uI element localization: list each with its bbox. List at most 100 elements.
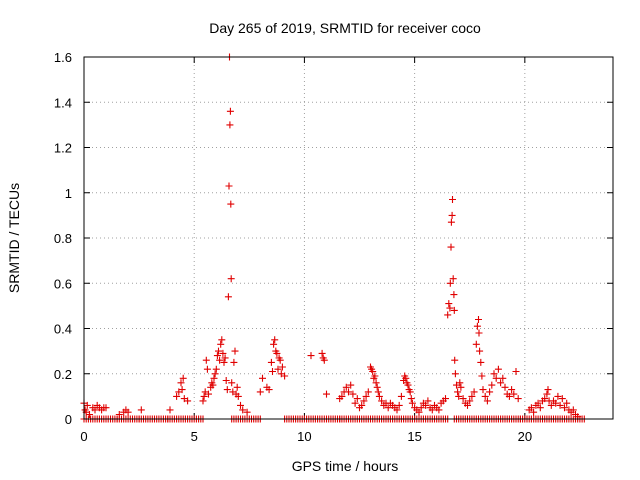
data-point xyxy=(276,356,284,364)
data-point xyxy=(265,386,273,394)
data-point xyxy=(256,388,264,396)
data-point xyxy=(442,395,449,403)
data-point xyxy=(218,336,226,344)
data-point xyxy=(527,404,535,412)
data-point xyxy=(563,399,571,407)
data-point xyxy=(450,306,458,314)
data-point xyxy=(512,368,520,375)
data-point xyxy=(225,182,233,190)
data-point xyxy=(472,340,480,348)
data-point xyxy=(445,300,453,308)
data-point xyxy=(243,408,251,416)
data-point xyxy=(349,390,357,398)
data-point xyxy=(203,365,211,373)
data-point xyxy=(499,374,507,382)
data-point xyxy=(230,358,238,366)
data-point xyxy=(231,347,239,355)
data-point xyxy=(371,372,379,380)
data-point xyxy=(223,386,231,394)
data-point xyxy=(267,358,275,366)
data-point xyxy=(536,404,544,412)
data-point xyxy=(211,370,219,378)
data-point xyxy=(561,404,568,412)
data-point xyxy=(534,399,542,407)
data-point xyxy=(205,390,212,398)
data-point xyxy=(342,383,350,391)
data-point xyxy=(476,347,484,355)
data-point xyxy=(177,379,185,387)
data-point xyxy=(124,408,132,416)
data-point xyxy=(478,372,486,380)
data-point xyxy=(490,370,498,378)
data-point xyxy=(378,397,386,405)
data-point xyxy=(358,401,366,409)
data-point xyxy=(217,340,225,348)
data-point xyxy=(323,390,330,398)
data-point xyxy=(374,388,382,396)
data-point xyxy=(541,395,549,403)
data-point xyxy=(384,404,392,412)
data-point xyxy=(406,388,414,396)
data-point xyxy=(222,377,230,384)
data-point xyxy=(362,392,370,400)
data-point xyxy=(345,388,352,396)
data-point xyxy=(483,397,491,405)
data-point xyxy=(492,374,500,382)
data-point xyxy=(200,392,208,400)
x-tick-label: 0 xyxy=(80,429,87,444)
y-tick-label: 1.4 xyxy=(54,95,72,110)
data-point xyxy=(212,365,220,373)
data-point xyxy=(210,374,218,382)
data-point xyxy=(415,408,423,416)
data-point xyxy=(227,200,235,208)
data-point xyxy=(338,392,346,400)
y-axis-label: SRMTID / TECUs xyxy=(6,183,22,293)
plot-frame xyxy=(83,56,614,420)
data-point xyxy=(137,406,145,414)
data-point xyxy=(477,358,485,366)
data-point xyxy=(269,368,276,375)
data-point xyxy=(448,211,456,219)
data-point xyxy=(228,379,236,387)
data-point xyxy=(234,392,242,400)
data-point xyxy=(360,397,368,405)
data-point xyxy=(86,411,93,418)
data-point xyxy=(510,390,518,398)
grid-lines xyxy=(84,57,613,419)
data-point xyxy=(547,401,555,409)
y-tick-label: 0.4 xyxy=(54,322,72,337)
data-point xyxy=(475,316,482,323)
data-point xyxy=(456,379,464,387)
data-point xyxy=(221,354,229,362)
data-point xyxy=(505,392,513,400)
data-point xyxy=(220,358,228,366)
data-point xyxy=(364,388,372,396)
data-point xyxy=(543,390,551,398)
data-point xyxy=(270,340,278,348)
data-point xyxy=(447,218,455,226)
data-point xyxy=(569,406,577,414)
data-point xyxy=(428,406,436,414)
data-point xyxy=(404,381,412,389)
data-point xyxy=(457,383,465,391)
data-point xyxy=(468,392,476,400)
data-point xyxy=(224,293,232,301)
data-point xyxy=(397,392,405,400)
chart-title: Day 265 of 2019, SRMTID for receiver coc… xyxy=(209,20,481,36)
data-point xyxy=(239,406,247,414)
data-point xyxy=(369,368,377,375)
data-point xyxy=(417,404,425,412)
data-point xyxy=(407,395,415,403)
y-tick-label: 0.8 xyxy=(54,231,72,246)
data-point xyxy=(215,347,222,355)
data-point xyxy=(219,349,227,357)
data-point xyxy=(184,397,192,405)
data-point xyxy=(435,406,443,414)
data-point xyxy=(226,107,234,115)
data-point xyxy=(395,401,403,409)
data-point xyxy=(307,352,315,360)
x-axis-label: GPS time / hours xyxy=(292,458,399,474)
x-tick-label: 10 xyxy=(297,429,311,444)
data-point xyxy=(373,383,381,391)
data-point xyxy=(444,311,452,319)
